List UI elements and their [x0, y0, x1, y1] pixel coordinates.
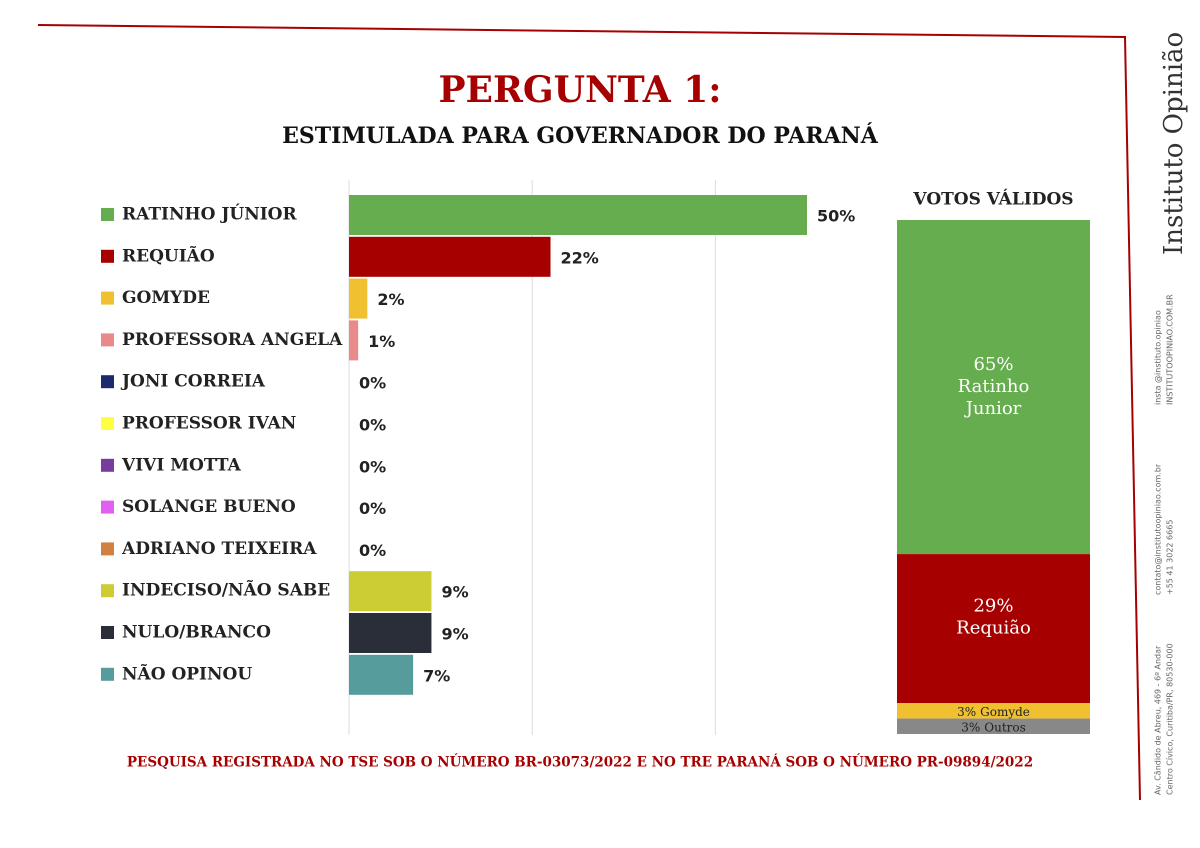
stack-segment — [897, 220, 1090, 555]
category-label: SOLANGE BUENO — [122, 497, 296, 517]
stack-segment — [897, 718, 1090, 734]
category-label: ADRIANO TEIXEIRA — [121, 539, 317, 559]
legend-swatch — [101, 291, 114, 305]
category-label: PROFESSORA ANGELA — [122, 330, 343, 350]
stack-title: VOTOS VÁLIDOS — [912, 189, 1073, 210]
contact-text: +55 41 3022 6665 — [1166, 520, 1175, 595]
value-label: 1% — [368, 332, 395, 351]
value-label: 7% — [423, 666, 450, 685]
legend-swatch — [101, 249, 114, 263]
segment-name: Outros — [984, 720, 1026, 734]
legend-swatch — [101, 417, 114, 430]
segment-value: 65% — [973, 354, 1013, 375]
legend-swatch — [101, 458, 114, 472]
legend-swatch — [101, 584, 114, 598]
segment-name: Gomyde — [980, 704, 1030, 718]
bar — [349, 195, 807, 235]
segment-value: 3% — [961, 720, 980, 734]
legend-swatch — [101, 375, 114, 389]
bar — [349, 571, 432, 612]
legend-swatch — [101, 667, 114, 681]
category-label: REQUIÃO — [122, 244, 215, 266]
category-label: VIVI MOTTA — [121, 455, 242, 475]
category-label: JONI CORREIA — [120, 372, 266, 392]
legend-swatch — [101, 208, 114, 221]
segment-value: 29% — [973, 596, 1013, 617]
value-label: 0% — [359, 416, 386, 435]
frame-line — [37, 24, 1141, 801]
value-label: 0% — [359, 541, 386, 560]
stack-segment — [897, 703, 1090, 719]
bar — [349, 278, 368, 319]
category-label: INDECISO/NÃO SABE — [122, 579, 330, 601]
contact-text: INSTITUTOOPINIAO.COM.BR — [1166, 294, 1175, 405]
category-label: PROFESSOR IVAN — [122, 414, 296, 434]
segment-name: Requião — [956, 618, 1031, 639]
value-label: 50% — [817, 207, 855, 226]
contact-text: contato@institutoopiniao.com.br — [1154, 463, 1163, 595]
value-label: 9% — [441, 625, 468, 644]
bar — [349, 654, 414, 695]
segment-label: 3% Gomyde — [957, 704, 1030, 718]
subtitle: ESTIMULADA PARA GOVERNADOR DO PARANÁ — [282, 122, 879, 149]
legend-swatch — [101, 542, 114, 556]
bar — [349, 613, 432, 653]
bar — [349, 320, 359, 361]
segment-label: 3% Outros — [961, 720, 1026, 734]
category-label: NÃO OPINOU — [122, 662, 252, 684]
legend-swatch — [101, 626, 114, 639]
contact-text: insta @instituto.opiniao — [1154, 310, 1163, 405]
value-label: 22% — [561, 248, 599, 267]
bar — [349, 236, 551, 277]
title: PERGUNTA 1: — [438, 69, 721, 111]
footer-note: PESQUISA REGISTRADA NO TSE SOB O NÚMERO … — [127, 754, 1033, 771]
category-label: NULO/BRANCO — [122, 623, 271, 643]
stack-segment — [897, 554, 1090, 704]
legend-swatch — [101, 500, 114, 514]
segment-value: 3% — [957, 704, 976, 718]
segment-name: Ratinho Junior — [958, 376, 1030, 419]
value-label: 0% — [359, 499, 386, 518]
category-label: GOMYDE — [122, 288, 210, 308]
brand: Instituto Opinião — [1159, 32, 1189, 255]
legend-swatch — [101, 333, 114, 347]
value-label: 0% — [359, 374, 386, 393]
contact-text: Av. Cândido de Abreu, 469 - 6º Andar — [1154, 645, 1163, 795]
value-label: 0% — [359, 457, 386, 476]
value-label: 2% — [377, 290, 404, 309]
contact-text: Centro Cívico, Curitiba/PR, 80530-000 — [1166, 643, 1175, 795]
category-label: RATINHO JÚNIOR — [122, 204, 297, 225]
value-label: 9% — [441, 583, 468, 602]
